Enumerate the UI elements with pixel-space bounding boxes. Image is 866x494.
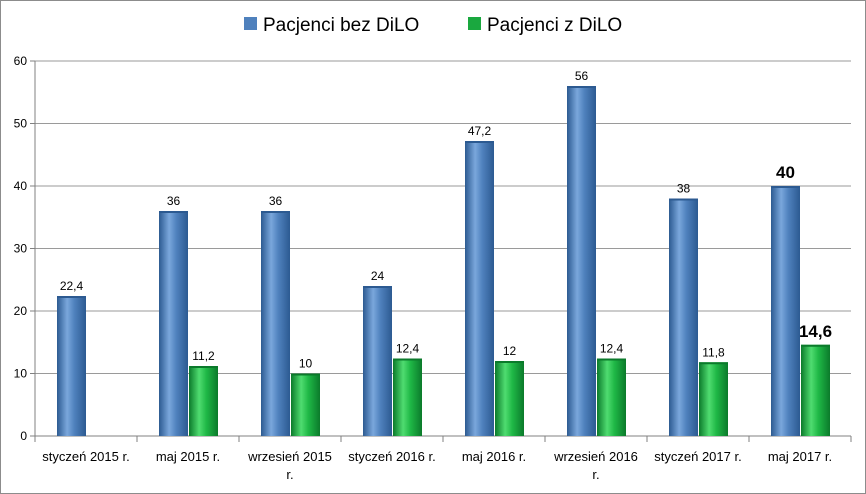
data-label-series-2: 12,4 [396,342,420,356]
legend-swatch-series-1 [244,17,257,30]
bar-top-edge [771,186,800,188]
bar-series-2 [801,344,830,436]
bar-top-edge [465,141,494,143]
data-label-series-1: 36 [167,194,181,208]
data-label-series-2: 12 [503,344,517,358]
legend-swatch-series-2 [468,17,481,30]
legend-label-series-2: Pacjenci z DiLO [487,15,622,36]
data-labels: 22,4 36 36 24 47,2 56 38 40 11,2 10 12,4 12 12,4 11,8… [60,69,832,371]
bar-series-1 [363,286,392,436]
x-tick-label: maj 2016 r. [462,449,526,464]
bar-top-edge [567,86,596,88]
bar-series-2 [189,366,218,436]
bar-series-2 [495,361,524,436]
bar-top-edge [699,362,728,365]
bar-series-2 [699,362,728,436]
bar-top-edge [669,198,698,201]
y-axis: 0 10 20 30 40 50 60 [14,54,36,443]
bar-series-1 [669,198,698,436]
bar-series-2 [597,358,626,436]
y-tick-label: 40 [14,179,28,193]
x-tick-label: wrzesień 2015 r. [247,449,332,482]
bar-series-1 [771,186,800,436]
x-tick-label: maj 2015 r. [156,449,220,464]
bar-series-1 [159,211,188,436]
x-tick-label: wrzesień 2016 r. [553,449,638,482]
bar-top-edge [363,286,392,288]
legend-label-series-1: Pacjenci bez DiLO [263,15,419,36]
x-tick-label: styczeń 2017 r. [654,449,741,464]
bar-top-edge [597,358,626,361]
x-tick-label: styczeń 2015 r. [42,449,129,464]
bar-series-2 [393,358,422,436]
data-label-series-1: 24 [371,269,385,283]
bar-top-edge [261,211,290,213]
data-label-series-1: 22,4 [60,279,84,293]
bar-top-edge [159,211,188,213]
bar-series-1 [567,86,596,436]
x-axis: styczeń 2015 r. maj 2015 r. wrzesień 2015 r… [34,436,852,482]
bar-series-1 [261,211,290,436]
y-tick-label: 60 [14,54,28,68]
data-label-series-2: 14,6 [799,322,832,341]
bars [57,86,830,436]
data-label-series-1: 38 [677,182,691,196]
bar-series-1 [57,296,86,436]
y-tick-label: 50 [14,117,28,131]
data-label-series-2: 10 [299,357,313,371]
bar-top-edge [495,361,524,363]
legend: Pacjenci bez DiLO Pacjenci z DiLO [244,15,622,36]
bar-top-edge [57,296,86,298]
data-label-series-2: 11,2 [192,349,215,363]
data-label-series-2: 12,4 [600,342,624,356]
data-label-series-2: 11,8 [702,345,725,359]
y-tick-label: 10 [14,367,28,381]
bar-top-edge [189,366,218,368]
data-label-series-1: 36 [269,194,283,208]
y-tick-label: 30 [14,242,28,256]
y-tick-label: 20 [14,304,28,318]
y-tick-label: 0 [20,429,27,443]
data-label-series-1: 56 [575,69,589,83]
data-label-series-1: 47,2 [468,124,492,138]
bar-top-edge [291,373,320,376]
bar-top-edge [801,344,830,347]
x-tick-label: styczeń 2016 r. [348,449,435,464]
bar-series-2 [291,373,320,436]
gridlines [35,60,851,437]
data-label-series-1: 40 [776,163,795,182]
bar-top-edge [393,358,422,361]
bar-series-1 [465,141,494,436]
x-tick-label: maj 2017 r. [768,449,832,464]
